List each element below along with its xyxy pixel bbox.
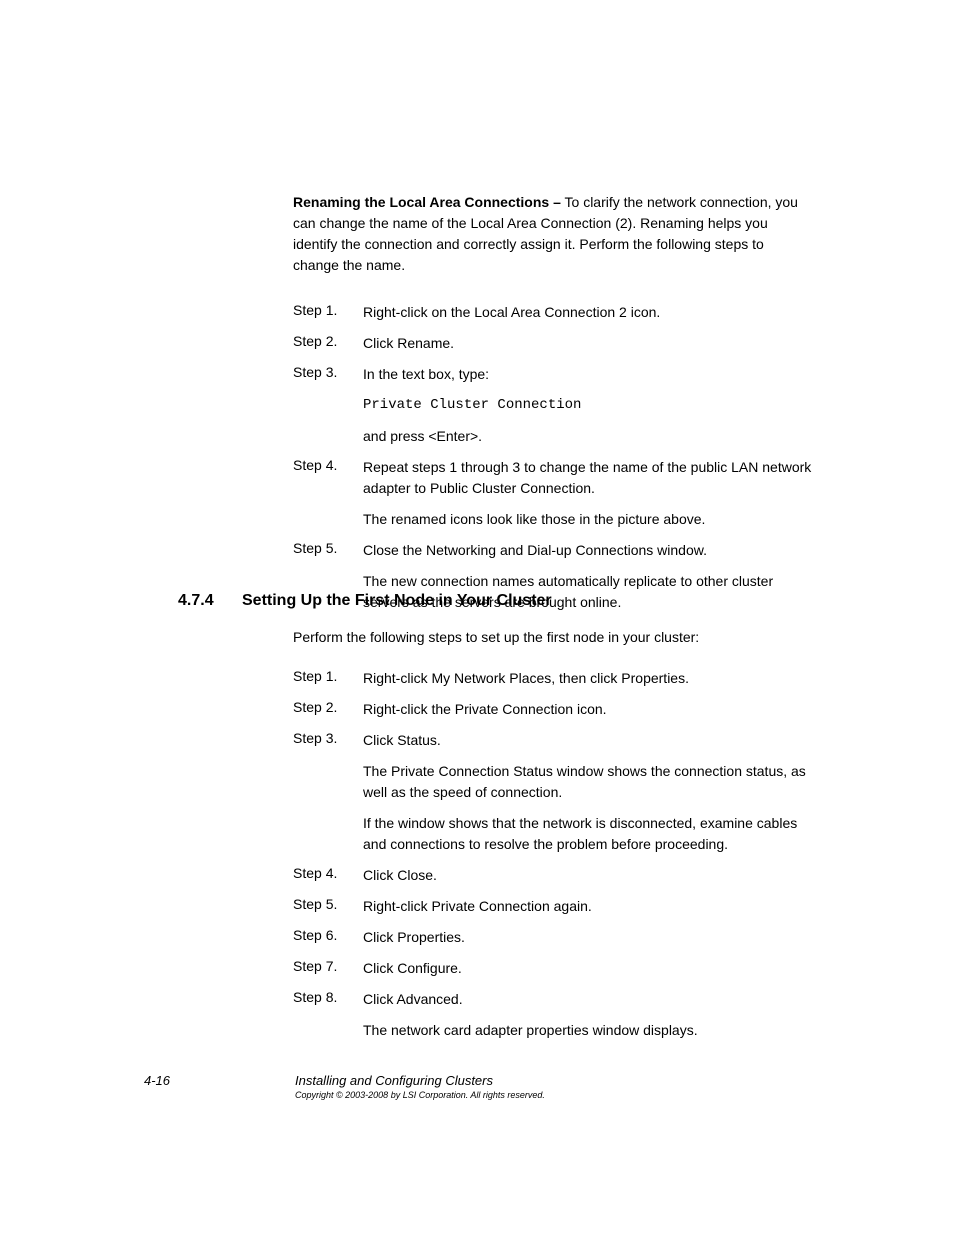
step-body: Right-click the Private Connection icon.	[363, 699, 813, 720]
step-text: Click Close.	[363, 865, 813, 886]
step-row: Step 3.In the text box, type: Private Clu…	[293, 364, 813, 447]
footer-copyright: Copyright © 2003-2008 by LSI Corporation…	[295, 1090, 545, 1100]
step-text: Right-click on the Local Area Connection…	[363, 302, 813, 323]
step-code: Private Cluster Connection	[363, 395, 813, 416]
step-row: Step 6.Click Properties.	[293, 927, 813, 948]
step-extra-text: The renamed icons look like those in the…	[363, 509, 813, 530]
step-extra-text: The network card adapter properties wind…	[363, 1020, 813, 1041]
step-body: Click Close.	[363, 865, 813, 886]
step-text: In the text box, type:	[363, 364, 813, 385]
step-label: Step 2.	[293, 333, 363, 354]
step-body: Click Status. The Private Connection Stat…	[363, 730, 813, 855]
step-row: Step 2.Right-click the Private Connectio…	[293, 699, 813, 720]
footer-page-number: 4-16	[144, 1073, 170, 1088]
step-body: Click Properties.	[363, 927, 813, 948]
step-row: Step 7.Click Configure.	[293, 958, 813, 979]
step-body: Click Advanced. The network card adapter …	[363, 989, 813, 1041]
step-text: Right-click the Private Connection icon.	[363, 699, 813, 720]
step-body: Click Rename.	[363, 333, 813, 354]
step-body: Right-click on the Local Area Connection…	[363, 302, 813, 323]
step-text: Right-click Private Connection again.	[363, 896, 813, 917]
step-body: Right-click Private Connection again.	[363, 896, 813, 917]
step-label: Step 1.	[293, 668, 363, 689]
step-body: Right-click My Network Places, then clic…	[363, 668, 813, 689]
step-text: Repeat steps 1 through 3 to change the n…	[363, 457, 813, 499]
step-row: Step 3.Click Status. The Private Connecti…	[293, 730, 813, 855]
step-extra-text: If the window shows that the network is …	[363, 813, 813, 855]
step-label: Step 3.	[293, 730, 363, 855]
step-row: Step 1.Right-click on the Local Area Con…	[293, 302, 813, 323]
step-label: Step 3.	[293, 364, 363, 447]
intro-paragraph: Renaming the Local Area Connections – To…	[293, 192, 813, 276]
steps-list-a: Step 1.Right-click on the Local Area Con…	[293, 302, 813, 613]
footer-title: Installing and Configuring Clusters	[295, 1073, 493, 1088]
step-label: Step 6.	[293, 927, 363, 948]
step-label: Step 5.	[293, 896, 363, 917]
step-body: Repeat steps 1 through 3 to change the n…	[363, 457, 813, 530]
step-label: Step 2.	[293, 699, 363, 720]
content-block-1: Renaming the Local Area Connections – To…	[293, 192, 813, 623]
step-row: Step 8.Click Advanced. The network card a…	[293, 989, 813, 1041]
step-extra-text: The Private Connection Status window sho…	[363, 761, 813, 803]
step-text: Click Status.	[363, 730, 813, 751]
step-label: Step 7.	[293, 958, 363, 979]
step-text: Click Properties.	[363, 927, 813, 948]
step-row: Step 4.Click Close.	[293, 865, 813, 886]
step-text: Click Rename.	[363, 333, 813, 354]
step-label: Step 4.	[293, 457, 363, 530]
step-text: Click Configure.	[363, 958, 813, 979]
step-text: Click Advanced.	[363, 989, 813, 1010]
step-body: Click Configure.	[363, 958, 813, 979]
content-block-2: Perform the following steps to set up th…	[293, 627, 813, 1051]
step-body: In the text box, type: Private Cluster Co…	[363, 364, 813, 447]
step-text: Close the Networking and Dial-up Connect…	[363, 540, 813, 561]
section-title: Setting Up the First Node in Your Cluste…	[242, 592, 552, 610]
steps-list-b: Step 1.Right-click My Network Places, th…	[293, 668, 813, 1041]
step-text: Right-click My Network Places, then clic…	[363, 668, 813, 689]
step-row: Step 4.Repeat steps 1 through 3 to chang…	[293, 457, 813, 530]
step-extra-text: and press <Enter>.	[363, 426, 813, 447]
step-row: Step 2.Click Rename.	[293, 333, 813, 354]
step-row: Step 5.Right-click Private Connection ag…	[293, 896, 813, 917]
step-label: Step 4.	[293, 865, 363, 886]
step-label: Step 8.	[293, 989, 363, 1041]
step-row: Step 1.Right-click My Network Places, th…	[293, 668, 813, 689]
intro-bold: Renaming the Local Area Connections –	[293, 194, 561, 210]
intro-paragraph-2: Perform the following steps to set up th…	[293, 627, 813, 648]
step-label: Step 1.	[293, 302, 363, 323]
section-number: 4.7.4	[178, 592, 242, 610]
section-heading: 4.7.4 Setting Up the First Node in Your …	[178, 592, 818, 610]
